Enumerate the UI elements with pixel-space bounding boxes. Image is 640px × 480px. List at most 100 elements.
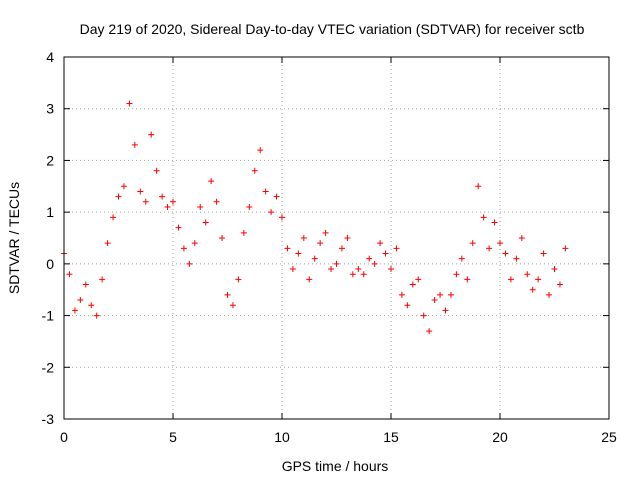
x-tick-label: 10 [274, 429, 290, 445]
data-point [115, 193, 122, 200]
data-point [153, 167, 160, 174]
data-point [229, 302, 236, 309]
data-point [82, 281, 89, 288]
data-point [447, 291, 454, 298]
data-layer [61, 100, 569, 335]
data-point [240, 229, 247, 236]
data-point [502, 250, 509, 257]
y-tick-label: 4 [46, 49, 54, 65]
data-point [453, 271, 460, 278]
data-point [120, 183, 127, 190]
data-point [497, 240, 503, 247]
data-point [371, 260, 378, 267]
tick-layer: 0 5 10 15 20 25 -3 -2 -1 0 1 2 3 4 [42, 49, 617, 445]
data-point [535, 276, 542, 283]
data-point [486, 245, 493, 252]
data-point [551, 266, 558, 273]
data-point [159, 193, 166, 200]
y-tick-label: -3 [42, 411, 55, 427]
data-point [295, 250, 302, 257]
data-point [110, 214, 117, 221]
data-point [480, 214, 487, 221]
data-point [213, 198, 220, 205]
data-point [475, 183, 482, 190]
data-point [420, 312, 427, 319]
data-point [88, 302, 95, 309]
data-point [289, 266, 296, 273]
data-point [562, 245, 569, 252]
data-point [306, 276, 313, 283]
data-point [442, 307, 449, 314]
data-point [388, 266, 394, 273]
x-tick-label: 5 [169, 429, 177, 445]
data-point [398, 291, 405, 298]
data-point [137, 188, 144, 195]
data-point [268, 209, 275, 216]
y-tick-label: 0 [46, 256, 54, 272]
x-tick-label: 25 [601, 429, 617, 445]
data-point [360, 271, 367, 278]
data-point [93, 312, 100, 319]
data-point [513, 255, 520, 262]
data-point [224, 291, 231, 298]
data-point [279, 214, 285, 221]
data-point [164, 203, 171, 210]
x-tick-label: 15 [383, 429, 399, 445]
data-point [170, 198, 176, 205]
data-point [99, 276, 106, 283]
data-point [540, 250, 547, 257]
data-point [77, 297, 84, 304]
data-point [317, 240, 324, 247]
data-point [393, 245, 400, 252]
data-point [148, 131, 155, 138]
y-tick-label: 1 [46, 204, 54, 220]
data-point [464, 276, 471, 283]
data-point [235, 276, 242, 283]
data-point [142, 198, 149, 205]
data-point [458, 255, 465, 262]
data-point [219, 235, 226, 241]
data-point [251, 167, 258, 174]
data-point [431, 297, 438, 304]
data-point [202, 219, 209, 226]
plot-frame [63, 56, 610, 420]
chart-title: Day 219 of 2020, Sidereal Day-to-day VTE… [80, 21, 585, 37]
data-point [191, 240, 198, 247]
data-point [344, 235, 351, 241]
data-point [366, 255, 373, 262]
data-point [415, 276, 422, 283]
x-axis-label: GPS time / hours [282, 458, 389, 474]
data-point [197, 203, 204, 210]
data-point [273, 193, 280, 200]
data-point [71, 307, 78, 314]
data-point [333, 260, 340, 267]
data-point [186, 260, 193, 267]
data-point [469, 240, 476, 247]
data-point [426, 328, 433, 335]
data-point [311, 255, 318, 262]
y-tick-label: 3 [46, 101, 54, 117]
data-point [507, 276, 514, 283]
data-point [328, 266, 335, 273]
data-point [382, 250, 389, 257]
data-point [257, 147, 264, 154]
data-point [262, 188, 269, 195]
data-point [180, 245, 187, 252]
data-point [126, 100, 133, 107]
data-point [556, 281, 563, 288]
y-tick-label: -1 [42, 308, 55, 324]
y-axis-label: SDTVAR / TECUs [6, 182, 22, 294]
data-point [284, 245, 291, 252]
data-point [131, 141, 138, 148]
data-point [338, 245, 345, 252]
data-point [546, 291, 553, 298]
data-point [355, 266, 362, 273]
data-point [491, 219, 498, 226]
y-tick-label: -2 [42, 359, 55, 375]
data-point [104, 240, 111, 247]
data-point [524, 271, 531, 278]
data-point [404, 302, 411, 309]
